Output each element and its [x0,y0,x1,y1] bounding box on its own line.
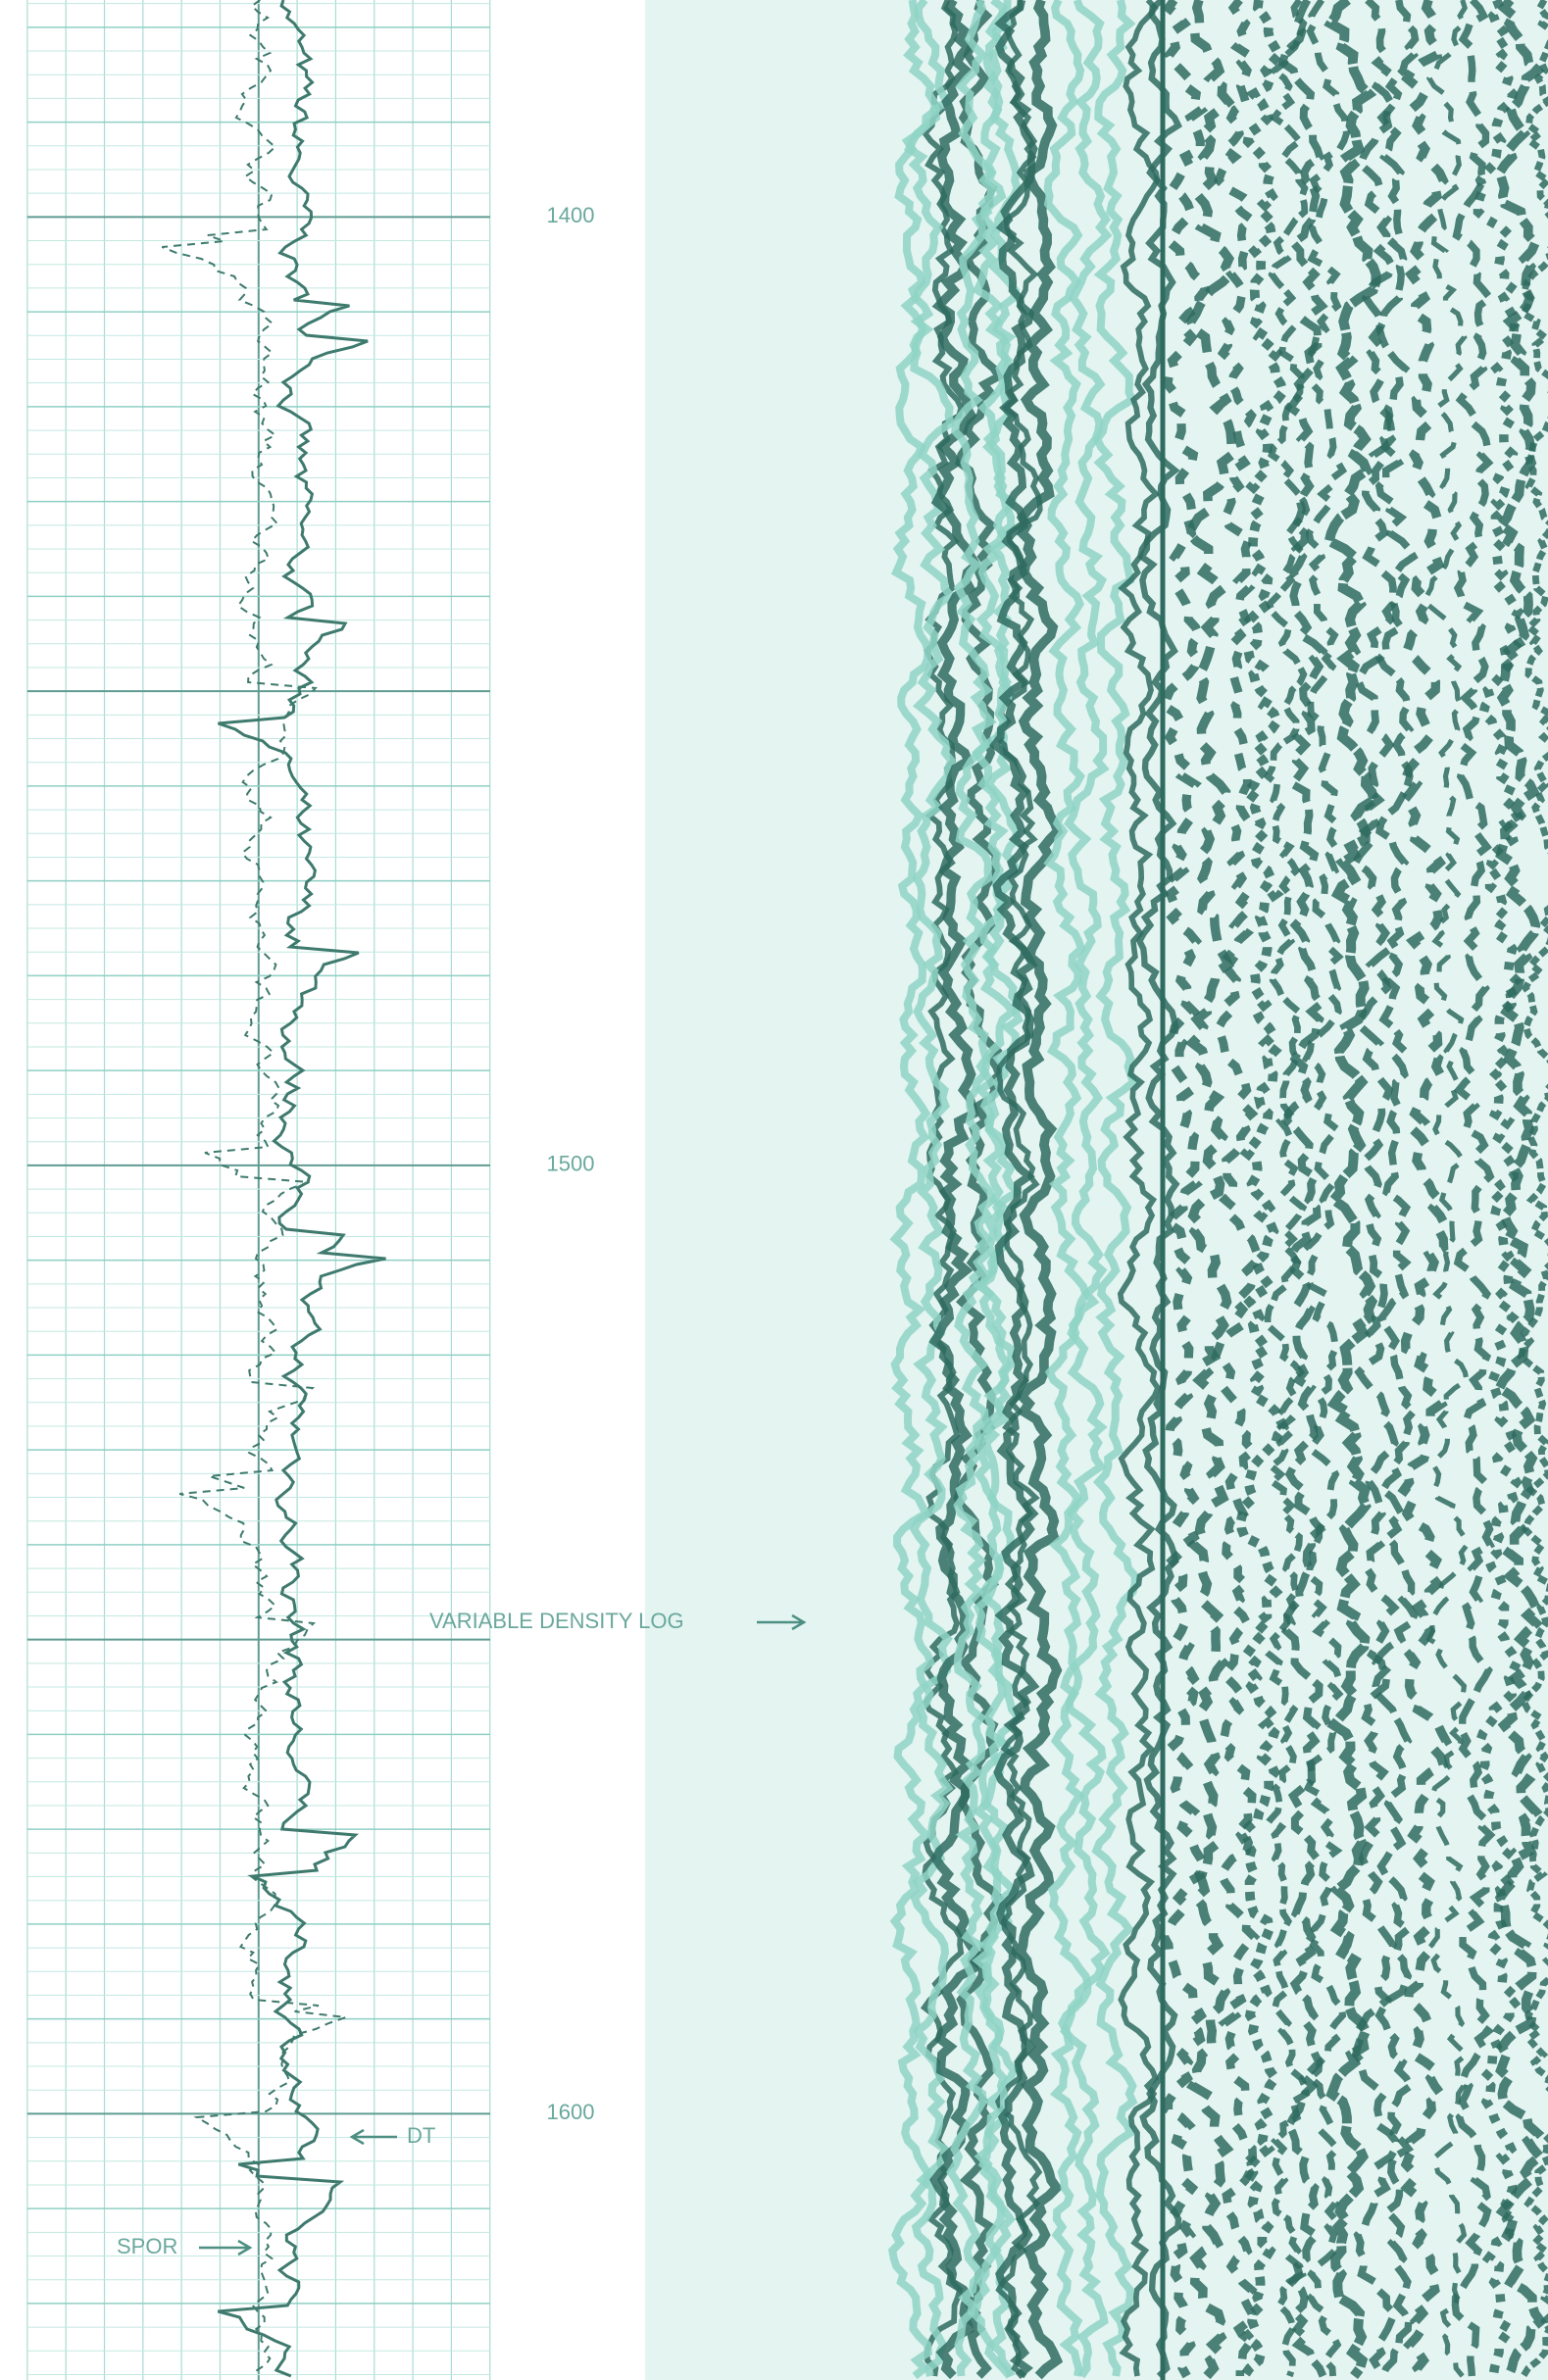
vdl-band [1397,0,1453,2379]
depth-labels: 1400 1500 1600 [547,203,595,2124]
vdl-band [953,0,1005,2379]
vdl-band [1183,0,1237,2380]
vdl-band [1423,0,1471,2378]
variable-density-log [888,0,1548,2380]
vdl-band [1211,0,1263,2377]
spor-label: SPOR [117,2234,177,2258]
vdl-band [1493,0,1547,2378]
vdl-band [1158,0,1211,2379]
vdl-band [1060,0,1113,2379]
depth-label: 1600 [547,2100,595,2124]
vdl-band [988,0,1040,2379]
annotations: VARIABLE DENSITY LOG DT SPOR [117,1609,807,2258]
vdl-arrow [757,1613,807,1631]
vdl-band [1235,0,1290,2379]
dt-label: DT [407,2123,435,2148]
vdl-band [1135,0,1182,2379]
vdl-band [969,0,1019,2379]
vdl-band [904,0,957,2377]
vdl-band [1301,0,1351,2377]
dt-curve [217,0,386,2378]
vdl-band [1451,0,1496,2377]
vdl-label: VARIABLE DENSITY LOG [429,1609,684,1633]
vdl-band [1277,0,1328,2378]
vdl-band [928,0,982,2380]
depth-label: 1400 [547,203,595,227]
depth-label: 1500 [547,1152,595,1176]
spor-arrow [199,2239,253,2256]
log-track [26,0,491,2380]
vdl-band [1091,0,1139,2377]
vdl-band [1117,0,1162,2377]
vdl-band [1371,0,1420,2378]
vdl-band [1350,0,1400,2377]
vdl-band [946,0,998,2377]
spor-curve [161,0,347,2377]
vdl-band [888,0,941,2380]
vdl-band [1323,0,1381,2380]
vdl-band [1473,0,1526,2377]
vdl-background [645,0,1548,2380]
dt-arrow [349,2128,397,2146]
vdl-band [1015,0,1064,2380]
